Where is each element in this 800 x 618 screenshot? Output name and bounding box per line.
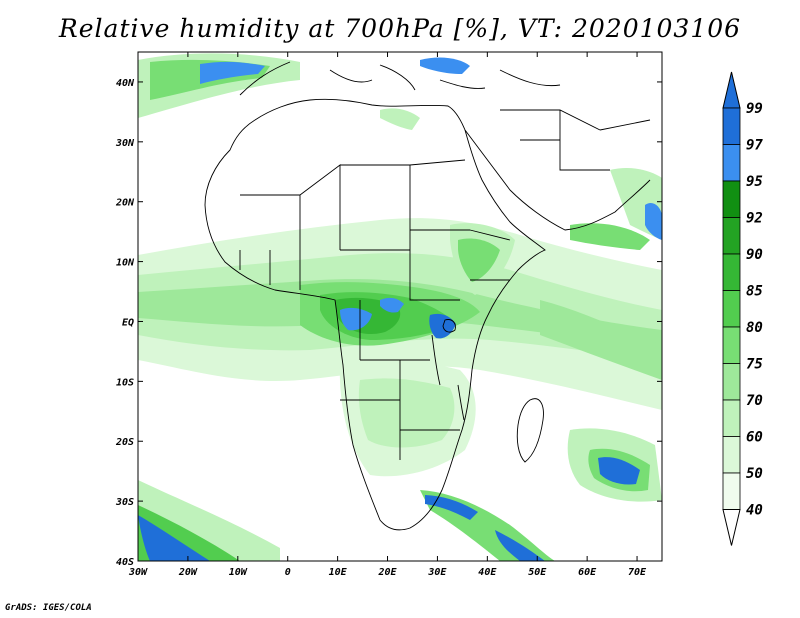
colorbar-top-arrow <box>722 71 741 109</box>
y-tick-label: 20N <box>115 198 135 209</box>
colorbar-segment <box>722 326 741 364</box>
x-tick-label: 60E <box>578 567 597 578</box>
grads-credit: GrADS: IGES/COLA <box>5 603 92 613</box>
colorbar-segment <box>722 436 741 474</box>
colorbar-label: 50 <box>746 466 763 482</box>
europe-coastline <box>239 61 561 96</box>
colorbar-label: 75 <box>746 357 763 373</box>
colorbar: 99 97 95 92 90 85 80 75 70 60 50 40 <box>722 71 763 546</box>
colorbar-segment <box>722 180 741 218</box>
colorbar-segment <box>722 472 741 510</box>
colorbar-segment <box>722 399 741 437</box>
arabia-coastline <box>464 129 651 231</box>
colorbar-label: 80 <box>746 320 763 336</box>
colorbar-segment <box>722 253 741 291</box>
africa-coastline <box>204 98 546 531</box>
x-tick-label: 50E <box>528 567 547 578</box>
colorbar-segment <box>722 217 741 255</box>
humidity-field <box>138 52 662 561</box>
x-tick-label: 70E <box>628 567 647 578</box>
x-tick-label: 30E <box>427 567 447 578</box>
colorbar-label: 90 <box>746 247 763 263</box>
axis-ticks: 30W 20W 10W 0 10E 20E 30E 40E 50E 60E 70E 40N 30N 20N… <box>115 52 662 578</box>
y-tick-label: 40S <box>116 557 134 568</box>
colorbar-label: 99 <box>746 101 763 117</box>
middle-east-borders <box>500 109 651 171</box>
coastlines <box>204 61 651 531</box>
colorbar-label: 70 <box>746 393 763 409</box>
colorbar-bottom-arrow <box>722 509 741 546</box>
colorbar-segment <box>722 107 741 145</box>
x-tick-label: 20E <box>377 567 397 578</box>
colorbar-segment <box>722 290 741 328</box>
colorbar-label: 97 <box>746 138 763 154</box>
colorbar-label: 92 <box>746 211 763 227</box>
country-borders <box>239 159 511 460</box>
plot-frame <box>137 51 663 562</box>
colorbar-label: 60 <box>746 430 763 446</box>
x-tick-label: 0 <box>285 567 291 578</box>
madagascar-coastline <box>516 398 544 463</box>
map-title: Relative humidity at 700hPa [%], VT: 202… <box>58 14 742 43</box>
y-tick-label: EQ <box>122 317 134 328</box>
lake-victoria <box>442 319 456 333</box>
lake-tanganyika <box>431 334 441 386</box>
x-tick-label: 10W <box>229 567 248 578</box>
colorbar-label: 40 <box>746 503 763 519</box>
x-tick-label: 40E <box>478 567 497 578</box>
y-tick-label: 40N <box>116 78 135 89</box>
y-tick-label: 20S <box>115 437 134 448</box>
colorbar-label: 95 <box>746 174 763 190</box>
colorbar-label: 85 <box>746 284 763 300</box>
y-tick-label: 30N <box>115 138 135 149</box>
x-tick-label: 20W <box>178 567 198 578</box>
y-tick-label: 30S <box>115 497 134 508</box>
colorbar-segment <box>722 363 741 401</box>
x-tick-label: 10E <box>329 567 348 578</box>
y-tick-label: 10S <box>116 377 134 388</box>
colorbar-segment <box>722 144 741 182</box>
y-tick-label: 10N <box>116 258 135 269</box>
x-tick-label: 30W <box>128 567 148 578</box>
lake-malawi <box>457 384 465 421</box>
